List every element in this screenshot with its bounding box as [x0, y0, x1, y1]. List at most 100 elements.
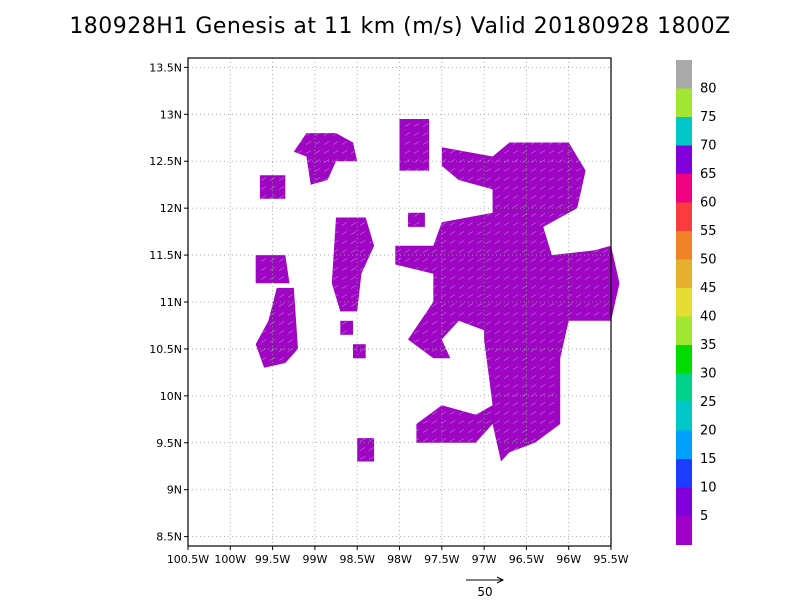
wind-vector: [494, 204, 501, 208]
wind-vector: [557, 330, 564, 334]
y-tick-label: 13N: [160, 108, 182, 121]
wind-vector: [341, 294, 348, 298]
wind-vector: [494, 321, 501, 325]
wind-vector: [431, 411, 438, 415]
wind-vector: [404, 222, 411, 226]
wind-vector: [530, 186, 537, 190]
colorbar-label: 5: [700, 509, 708, 524]
wind-vector: [539, 249, 546, 253]
wind-vector: [485, 330, 492, 334]
wind-vector: [494, 231, 501, 235]
wind-vector: [395, 258, 402, 262]
wind-vector: [341, 141, 348, 145]
wind-vector: [575, 267, 582, 271]
wind-vector: [269, 339, 276, 343]
wind-vector: [575, 258, 582, 262]
wind-vector: [539, 357, 546, 361]
wind-vector: [431, 420, 438, 424]
wind-vector: [341, 150, 348, 154]
wind-vector: [512, 375, 519, 379]
wind-region: [357, 438, 375, 462]
wind-vector: [512, 150, 519, 154]
wind-vector: [323, 177, 330, 181]
wind-vector: [260, 276, 267, 280]
wind-vector: [467, 285, 474, 289]
wind-vector: [521, 267, 528, 271]
wind-vector: [449, 285, 456, 289]
wind-vector: [521, 276, 528, 280]
colorbar-label: 55: [700, 224, 717, 239]
wind-field: [255, 119, 620, 462]
wind-vector: [269, 258, 276, 262]
wind-vector: [269, 357, 276, 361]
wind-vector: [350, 303, 357, 307]
wind-vector: [485, 213, 492, 217]
wind-region: [353, 344, 366, 359]
wind-vector: [449, 303, 456, 307]
wind-vector: [485, 321, 492, 325]
wind-vector: [368, 240, 375, 244]
wind-vector: [548, 330, 555, 334]
wind-vector: [314, 132, 321, 136]
wind-vector: [503, 357, 510, 361]
wind-vector: [593, 294, 600, 298]
wind-vector: [485, 267, 492, 271]
colorbar: 5 10 15 20 25 30 35 40 45 50 55 60 65 70 75 80: [676, 60, 717, 545]
wind-vector: [539, 276, 546, 280]
wind-vector: [539, 267, 546, 271]
wind-vector: [503, 267, 510, 271]
wind-vector: [413, 132, 420, 136]
wind-vector: [530, 420, 537, 424]
wind-vector: [512, 285, 519, 289]
wind-vector: [431, 249, 438, 253]
colorbar-swatch: [676, 288, 692, 317]
wind-vector: [278, 267, 285, 271]
wind-vector: [422, 123, 429, 127]
wind-vector: [359, 438, 366, 442]
wind-vector: [476, 249, 483, 253]
wind-vector: [593, 249, 600, 253]
colorbar-swatch: [676, 402, 692, 431]
wind-vector: [512, 420, 519, 424]
wind-vector: [530, 375, 537, 379]
wind-vector: [503, 312, 510, 316]
wind-vector: [440, 330, 447, 334]
wind-vector: [323, 141, 330, 145]
colorbar-swatch: [676, 487, 692, 517]
lat-lon-grid: [188, 58, 611, 546]
wind-vector: [494, 303, 501, 307]
wind-vector: [476, 276, 483, 280]
wind-vector: [485, 258, 492, 262]
wind-vector: [548, 339, 555, 343]
longitude-ticks: 100.5W 100W 99.5W 99W 98.5W 98W 97.5W 97W 96.5W 9…: [167, 546, 629, 566]
wind-vector: [566, 276, 573, 280]
wind-vector: [449, 240, 456, 244]
wind-vector: [494, 267, 501, 271]
wind-vector: [548, 213, 555, 217]
wind-vector: [485, 294, 492, 298]
colorbar-label: 45: [700, 281, 717, 296]
wind-vector: [485, 276, 492, 280]
colorbar-swatch: [676, 316, 692, 346]
wind-vector: [467, 276, 474, 280]
wind-vector: [431, 321, 438, 325]
wind-vector: [602, 312, 609, 316]
wind-vector: [521, 339, 528, 343]
reference-vector-label: 50: [477, 585, 492, 599]
colorbar-swatch: [676, 117, 692, 146]
wind-vector: [341, 321, 348, 325]
wind-vector: [422, 150, 429, 154]
wind-vector: [305, 150, 312, 154]
wind-vector: [521, 384, 528, 388]
colorbar-label: 10: [700, 481, 717, 496]
wind-vector: [431, 267, 438, 271]
wind-vector: [503, 186, 510, 190]
wind-vector: [521, 402, 528, 406]
wind-vector: [548, 141, 555, 145]
wind-vector: [305, 141, 312, 145]
wind-vector: [530, 159, 537, 163]
wind-vector: [539, 222, 546, 226]
wind-vector: [494, 366, 501, 370]
wind-vector: [476, 312, 483, 316]
wind-vector: [494, 384, 501, 388]
